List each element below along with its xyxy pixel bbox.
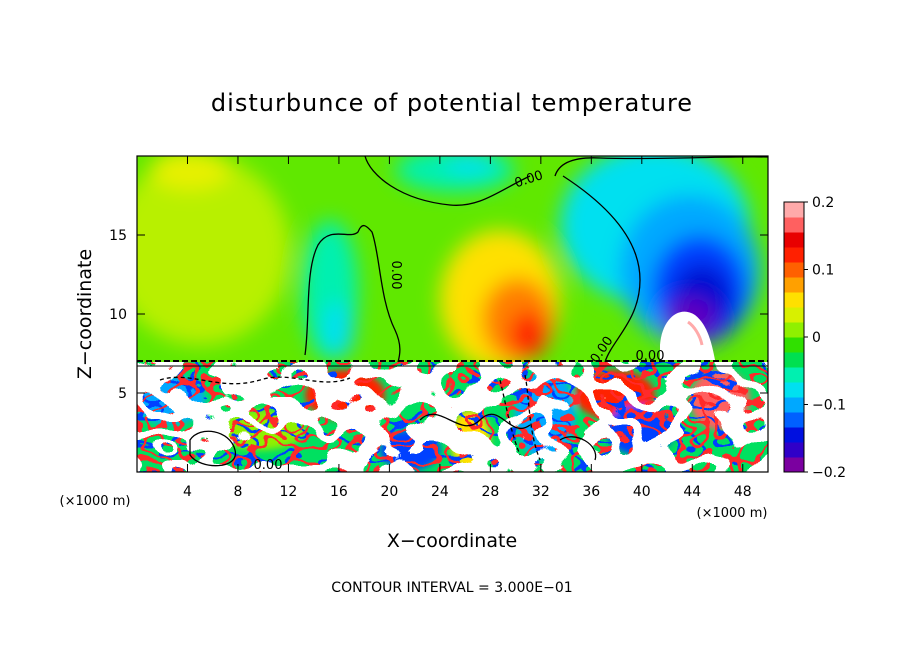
x-tick-label: 20 (380, 484, 398, 500)
colorbar-swatch (784, 382, 804, 398)
colorbar-swatch (784, 337, 804, 353)
x-tick-label: 40 (633, 484, 651, 500)
plot-field (137, 156, 768, 472)
x-tick-label: 24 (431, 484, 449, 500)
colorbar-swatch (784, 442, 804, 458)
contour-lines (137, 156, 768, 467)
colorbar-tick-label: −0.2 (812, 465, 846, 481)
y-axis-unit: (×1000 m) (60, 494, 131, 509)
colorbar-swatch (784, 262, 804, 278)
x-tick-label: 8 (233, 484, 242, 500)
lower-field (137, 362, 768, 472)
x-tick-label: 12 (280, 484, 298, 500)
contour-label: 0.00 (254, 458, 283, 473)
x-tick-label: 44 (683, 484, 701, 500)
colorbar-swatch (784, 277, 804, 293)
contour-interval-note: CONTOUR INTERVAL = 3.000E−01 (331, 580, 572, 596)
y-axis-title: Z−coordinate (74, 249, 96, 379)
contour-label: 0.00 (636, 349, 665, 364)
colorbar-swatch (784, 427, 804, 443)
x-tick-label: 4 (183, 484, 192, 500)
x-axis-unit: (×1000 m) (697, 506, 768, 521)
colorbar-swatch (784, 202, 804, 218)
x-axis-title: X−coordinate (387, 530, 517, 552)
contour-label: 0.00 (388, 261, 403, 290)
x-tick-label: 28 (481, 484, 499, 500)
colorbar-swatch (784, 322, 804, 338)
colorbar-tick-label: 0.1 (812, 263, 834, 279)
y-tick-label: 5 (118, 386, 127, 402)
colorbar-swatch (784, 247, 804, 263)
colorbar-swatch (784, 367, 804, 383)
colorbar-tick-label: 0 (812, 330, 821, 346)
x-tick-label: 16 (330, 484, 348, 500)
x-tick-label: 48 (734, 484, 752, 500)
colorbar-swatch (784, 292, 804, 308)
y-tick-label: 10 (109, 307, 127, 323)
colorbar-swatch (784, 412, 804, 428)
chart-title: disturbunce of potential temperature (211, 89, 693, 117)
colorbar-swatch (784, 352, 804, 368)
x-tick-label: 32 (532, 484, 550, 500)
colorbar-swatch (784, 307, 804, 323)
colorbar-tick-label: 0.2 (812, 195, 834, 211)
upper-field (137, 156, 768, 370)
x-tick-label: 36 (582, 484, 600, 500)
colorbar-swatch (784, 232, 804, 248)
colorbar: 0.2 0.1 0 −0.1 −0.2 (783, 195, 846, 481)
y-axis: 5 10 15 (109, 228, 768, 402)
colorbar-swatch (784, 397, 804, 413)
y-tick-label: 15 (109, 228, 127, 244)
colorbar-swatch (784, 457, 804, 473)
x-axis: 4 8 12 16 20 24 28 32 36 40 44 48 (183, 156, 752, 500)
colorbar-tick-label: −0.1 (812, 398, 846, 414)
colorbar-swatch (784, 217, 804, 233)
